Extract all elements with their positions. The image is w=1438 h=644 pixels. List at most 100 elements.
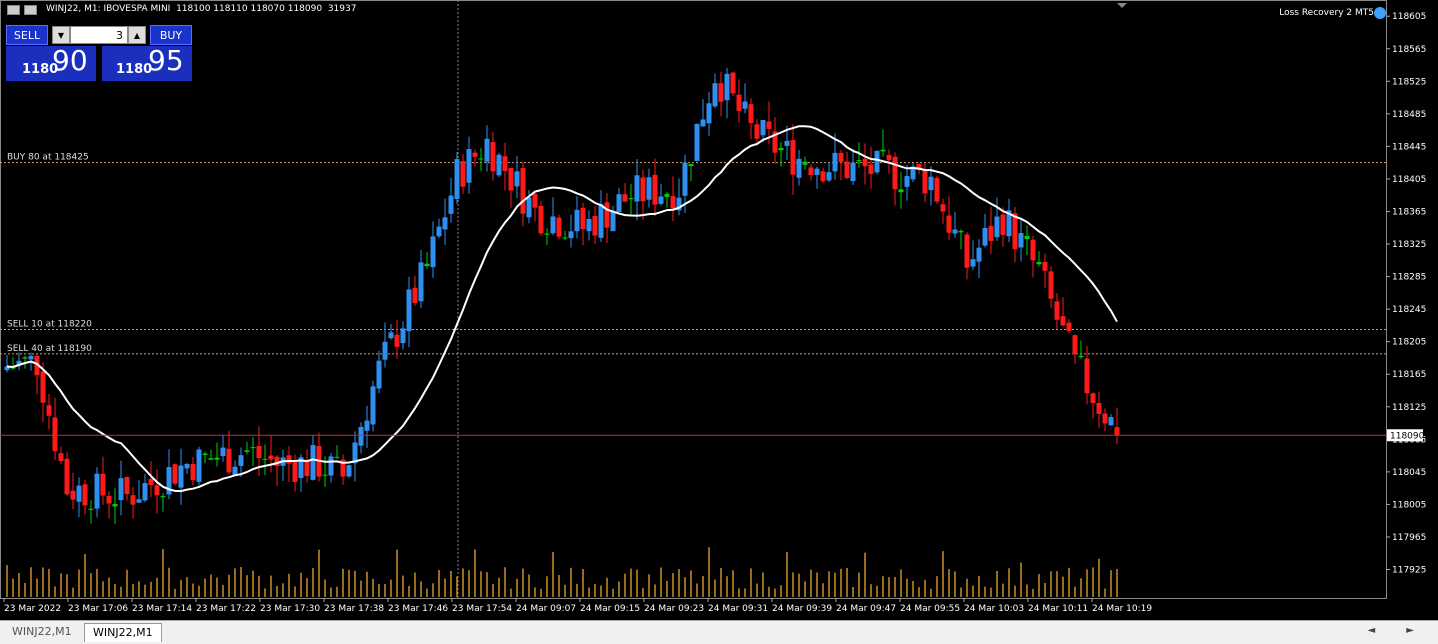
candle-body — [1000, 214, 1006, 235]
lot-decrease-button[interactable]: ▼ — [52, 26, 70, 44]
lot-size-input[interactable]: 3 — [70, 26, 128, 44]
candle-body — [442, 217, 448, 230]
x-tick-label: 23 Mar 17:38 — [324, 604, 384, 614]
candle-body — [262, 458, 268, 460]
buy-button[interactable]: BUY — [150, 25, 192, 45]
candle-body — [34, 355, 40, 376]
candle-body — [64, 458, 70, 495]
candle-body — [1066, 322, 1072, 332]
candle-body — [1090, 393, 1096, 403]
order-line-label: SELL 10 at 118220 — [7, 319, 92, 329]
buy-price-button[interactable]: 1180 95 — [102, 44, 192, 81]
candle-body — [694, 123, 700, 162]
candle-body — [970, 259, 976, 267]
candle-body — [988, 226, 994, 241]
candle-body — [664, 193, 670, 197]
candle-body — [340, 459, 346, 477]
candle-body — [286, 455, 292, 464]
candle-body — [226, 448, 232, 473]
candle-body — [448, 195, 454, 214]
candle-body — [580, 207, 586, 230]
expert-advisor-icon[interactable] — [1374, 7, 1386, 19]
candle-body — [532, 193, 538, 208]
candle-body — [892, 156, 898, 190]
candle-body — [190, 464, 196, 481]
candle-body — [4, 366, 10, 371]
sell-button[interactable]: SELL — [6, 25, 48, 45]
y-tick-label: 118365 — [1392, 207, 1426, 217]
candle-body — [550, 216, 556, 234]
candle-body — [724, 73, 730, 101]
chart-tab-active[interactable]: WINJ22,M1 — [84, 623, 162, 642]
candle-body — [838, 152, 844, 162]
lot-increase-button[interactable]: ▲ — [128, 26, 146, 44]
candle-body — [1012, 213, 1018, 250]
candle-body — [250, 447, 256, 449]
expert-advisor-name: Loss Recovery 2 MT5 — [1279, 8, 1374, 18]
candle-body — [832, 152, 838, 172]
trade-icon[interactable] — [24, 5, 37, 15]
candle-body — [958, 230, 964, 233]
y-tick-label: 118285 — [1392, 273, 1426, 283]
candle-body — [394, 334, 400, 347]
candle-body — [862, 158, 868, 167]
candle-body — [676, 197, 682, 211]
candle-body — [478, 158, 484, 160]
candle-body — [118, 478, 124, 501]
candle-body — [490, 142, 496, 172]
candle-body — [982, 227, 988, 246]
chart-shift-marker — [1117, 3, 1127, 8]
candle-body — [916, 163, 922, 171]
candle-body — [616, 194, 622, 212]
buy-price-suffix: 95 — [148, 44, 184, 77]
candle-body — [322, 474, 328, 476]
y-tick-label: 118005 — [1392, 500, 1426, 510]
candle-body — [808, 167, 814, 175]
candle-body — [640, 177, 646, 202]
candle-body — [910, 166, 916, 180]
candle-body — [922, 169, 928, 194]
candle-body — [688, 164, 694, 166]
price-chart[interactable]: 118605 118565 118525 118485 118445 118405 1183… — [0, 0, 1438, 620]
candle-body — [334, 456, 340, 458]
chart-tab[interactable]: WINJ22,M1 — [12, 625, 72, 638]
x-tick-label: 24 Mar 10:03 — [964, 604, 1024, 614]
candle-body — [556, 217, 562, 237]
candle-body — [1084, 358, 1090, 394]
candle-body — [358, 426, 364, 446]
candle-body — [568, 231, 574, 239]
candle-body — [1102, 413, 1108, 424]
candle-body — [106, 496, 112, 504]
candle-body — [22, 357, 28, 359]
candle-body — [328, 456, 334, 476]
candle-body — [514, 171, 520, 187]
x-tick-label: 23 Mar 17:06 — [68, 604, 128, 614]
candle-body — [592, 216, 598, 236]
candle-body — [178, 465, 184, 488]
candle-body — [370, 386, 376, 425]
candle-body — [244, 450, 250, 452]
sell-price-button[interactable]: 1180 90 — [6, 44, 96, 81]
candle-body — [880, 149, 886, 152]
candle-body — [802, 161, 808, 165]
candle-body — [1006, 210, 1012, 237]
candle-body — [130, 495, 136, 505]
candle-body — [790, 140, 796, 175]
tab-scroll-arrows[interactable]: ◄ ► — [1367, 625, 1428, 636]
candle-body — [1036, 262, 1042, 265]
candle-body — [1024, 235, 1030, 240]
y-tick-label: 118565 — [1392, 45, 1426, 55]
candle-body — [868, 164, 874, 174]
candle-body — [484, 138, 490, 162]
candle-body — [628, 198, 634, 200]
y-tick-label: 118205 — [1392, 338, 1426, 348]
candle-body — [1114, 427, 1120, 436]
order-line-label: BUY 80 at 118425 — [7, 153, 89, 163]
candle-body — [220, 447, 226, 457]
candle-body — [52, 417, 58, 452]
chart-menu-icon[interactable] — [7, 5, 20, 15]
candle-body — [82, 484, 88, 506]
candle-body — [1072, 335, 1078, 355]
chart-header-icons[interactable] — [7, 5, 37, 15]
candle-body — [10, 367, 16, 369]
